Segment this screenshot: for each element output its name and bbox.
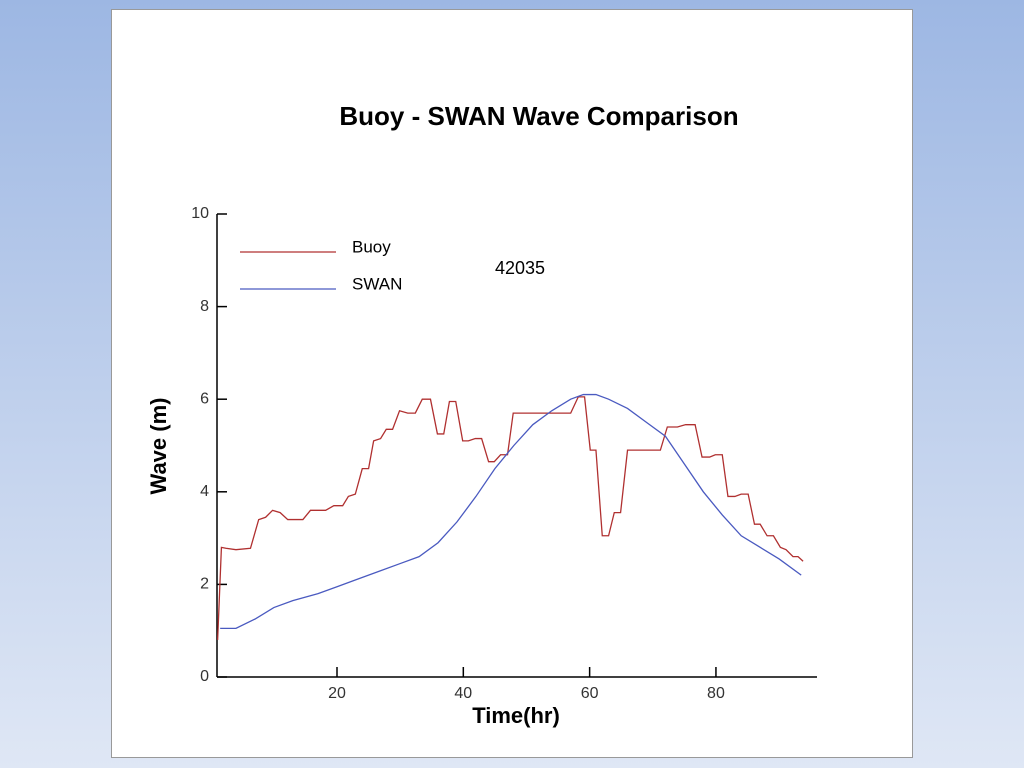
series-line (216, 396, 804, 640)
y-tick-label: 10 (191, 205, 209, 222)
x-tick-label: 20 (328, 685, 346, 702)
y-tick-label: 2 (200, 576, 209, 593)
y-tick-label: 8 (200, 298, 209, 315)
x-tick-label: 80 (707, 685, 725, 702)
y-tick-label: 0 (200, 668, 209, 685)
chart-title: Buoy - SWAN Wave Comparison (339, 101, 738, 131)
x-tick-label: 40 (454, 685, 472, 702)
series-line (220, 393, 802, 630)
y-tick-label: 4 (200, 483, 209, 500)
legend-label: SWAN (352, 274, 402, 293)
y-tick-label: 6 (200, 390, 209, 407)
x-axis-label: Time(hr) (472, 703, 560, 728)
x-tick-label: 60 (581, 685, 599, 702)
annotation: 42035 (495, 258, 545, 278)
y-axis-label: Wave (m) (146, 398, 171, 495)
slide-card (111, 9, 913, 758)
legend-label: Buoy (352, 237, 391, 256)
